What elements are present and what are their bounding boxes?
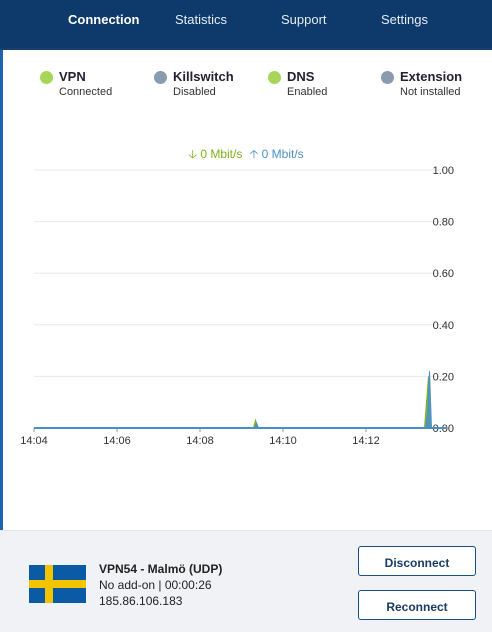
download-speed: 0 Mbit/s: [200, 147, 243, 161]
chart-series: [34, 371, 446, 429]
status-label: Extension: [400, 69, 463, 84]
server-name: VPN54 - Malmö (UDP): [99, 562, 223, 576]
status-value: Connected: [59, 86, 113, 98]
tab-support[interactable]: Support: [281, 12, 327, 27]
y-tick-label: 0.80: [433, 217, 454, 229]
x-tick-label: 14:06: [103, 435, 131, 447]
y-tick-label: 0.20: [433, 371, 454, 383]
bandwidth-chart: 1.000.800.600.400.200.00 14:0414:0614:08…: [20, 165, 454, 447]
y-tick-label: 1.00: [433, 165, 454, 177]
status-label: DNS: [287, 69, 315, 84]
tab-bar: Connection Statistics Support Settings: [0, 0, 492, 50]
chart-y-axis: 1.000.800.600.400.200.00: [433, 165, 454, 435]
chart-x-axis: 14:04 14:06 14:08 14:10 14:12: [20, 428, 380, 447]
series-area: [34, 376, 432, 429]
x-tick-label: 14:12: [352, 435, 380, 447]
sweden-flag-icon: [29, 565, 86, 603]
tab-settings[interactable]: Settings: [381, 12, 428, 27]
reconnect-button[interactable]: Reconnect: [358, 590, 476, 620]
x-tick-label: 14:10: [269, 435, 297, 447]
arrow-up-icon: 🡡: [249, 147, 259, 161]
upload-speed: 0 Mbit/s: [261, 147, 304, 161]
x-tick-label: 14:08: [186, 435, 214, 447]
status-value: Enabled: [287, 86, 328, 98]
series-area: [34, 371, 433, 429]
dns-status-dot: [268, 71, 281, 84]
arrow-down-icon: 🡣: [188, 147, 197, 161]
status-value: Not installed: [400, 86, 461, 98]
killswitch-status-dot: [154, 71, 167, 84]
status-value: Disabled: [173, 86, 216, 98]
disconnect-button[interactable]: Disconnect: [358, 546, 476, 576]
window-edge-stripe: [0, 0, 3, 631]
server-ip: 185.86.106.183: [99, 594, 183, 608]
vpn-status-dot: [40, 71, 53, 84]
connection-duration: No add-on | 00:00:26: [99, 578, 212, 592]
extension-status-dot: [381, 71, 394, 84]
y-tick-label: 0.40: [433, 320, 454, 332]
status-label: Killswitch: [173, 69, 234, 84]
speed-readout: 🡣 0 Mbit/s 🡡 0 Mbit/s: [0, 145, 492, 166]
x-tick-label: 14:04: [20, 435, 48, 447]
tab-statistics[interactable]: Statistics: [175, 12, 228, 27]
chart-grid: [34, 169, 454, 429]
status-label: VPN: [59, 69, 86, 84]
y-tick-label: 0.60: [433, 268, 454, 280]
tab-connection[interactable]: Connection: [68, 12, 140, 27]
